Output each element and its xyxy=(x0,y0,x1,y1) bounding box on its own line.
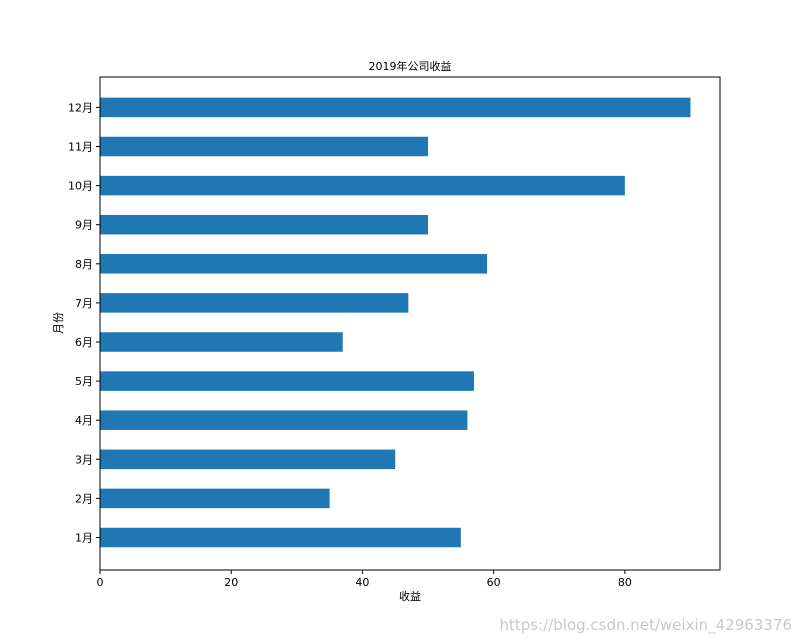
x-tick-label: 0 xyxy=(97,576,104,589)
bars-group xyxy=(100,97,691,548)
bar-4 xyxy=(100,410,468,430)
x-tick-label: 40 xyxy=(355,576,369,589)
y-tick-label: 7月 xyxy=(75,297,93,310)
x-tick-label: 20 xyxy=(224,576,238,589)
y-tick-label: 1月 xyxy=(75,532,93,545)
x-tick-label: 80 xyxy=(618,576,632,589)
bar-6 xyxy=(100,332,343,352)
plot-frame xyxy=(99,76,721,571)
chart-title: 2019年公司收益 xyxy=(369,59,452,73)
bar-11 xyxy=(100,136,429,157)
y-tick-label: 3月 xyxy=(75,453,93,466)
y-tick-label: 5月 xyxy=(75,375,93,388)
bar-8 xyxy=(100,254,488,274)
bar-5 xyxy=(100,371,474,391)
watermark-text: https://blog.csdn.net/weixin_42963376 xyxy=(499,616,792,634)
x-axis-ticks: 0 20 40 60 80 xyxy=(97,570,632,589)
y-tick-label: 9月 xyxy=(75,219,93,232)
y-axis-ticks: 1月 2月 3月 4月 5月 6月 7月 8月 9月 10月 11月 12月 xyxy=(68,101,100,545)
x-tick-label: 60 xyxy=(487,576,501,589)
y-tick-label: 10月 xyxy=(68,180,93,193)
y-axis-label: 月份 xyxy=(52,312,65,334)
bar-7 xyxy=(100,293,409,313)
bar-3 xyxy=(100,449,396,470)
y-tick-label: 4月 xyxy=(75,414,93,427)
bar-12 xyxy=(100,97,691,118)
y-tick-label: 6月 xyxy=(75,336,93,349)
y-tick-label: 8月 xyxy=(75,258,93,271)
bar-9 xyxy=(100,214,429,235)
y-tick-label: 2月 xyxy=(75,492,93,505)
bar-10 xyxy=(100,175,625,196)
bar-1 xyxy=(100,527,461,548)
x-axis-label: 收益 xyxy=(399,589,421,603)
bar-2 xyxy=(100,488,330,509)
y-tick-label: 12月 xyxy=(68,101,93,114)
y-tick-label: 11月 xyxy=(68,141,93,154)
